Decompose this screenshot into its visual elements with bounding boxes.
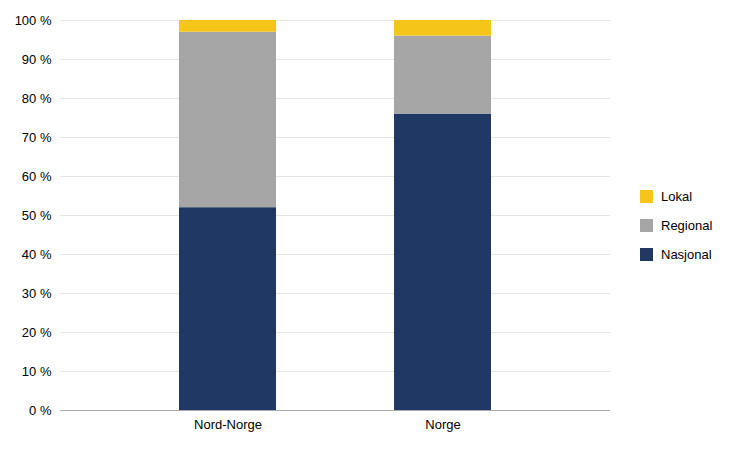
html-text:Lokal: Lokal xyxy=(661,188,693,204)
svg-text:80 %: 80 % xyxy=(22,91,52,106)
svg-text:30 %: 30 % xyxy=(22,286,52,301)
svg-text:10 %: 10 % xyxy=(22,364,52,379)
svg-text:Nord-Norge: Nord-Norge xyxy=(194,417,262,432)
svg-text:20 %: 20 % xyxy=(22,325,52,340)
svg-text:70 %: 70 % xyxy=(22,130,52,145)
svg-text:40 %: 40 % xyxy=(22,247,52,262)
html-text:Regional: Regional xyxy=(661,217,713,233)
svg-text:100 %: 100 % xyxy=(15,13,52,28)
svg-text:0 %: 0 % xyxy=(29,403,52,418)
svg-text:60 %: 60 % xyxy=(22,169,52,184)
svg-text:90 %: 90 % xyxy=(22,52,52,67)
html-text:Nasjonal: Nasjonal xyxy=(661,246,712,262)
svg-text:Norge: Norge xyxy=(425,417,460,432)
svg-text:50 %: 50 % xyxy=(22,208,52,223)
